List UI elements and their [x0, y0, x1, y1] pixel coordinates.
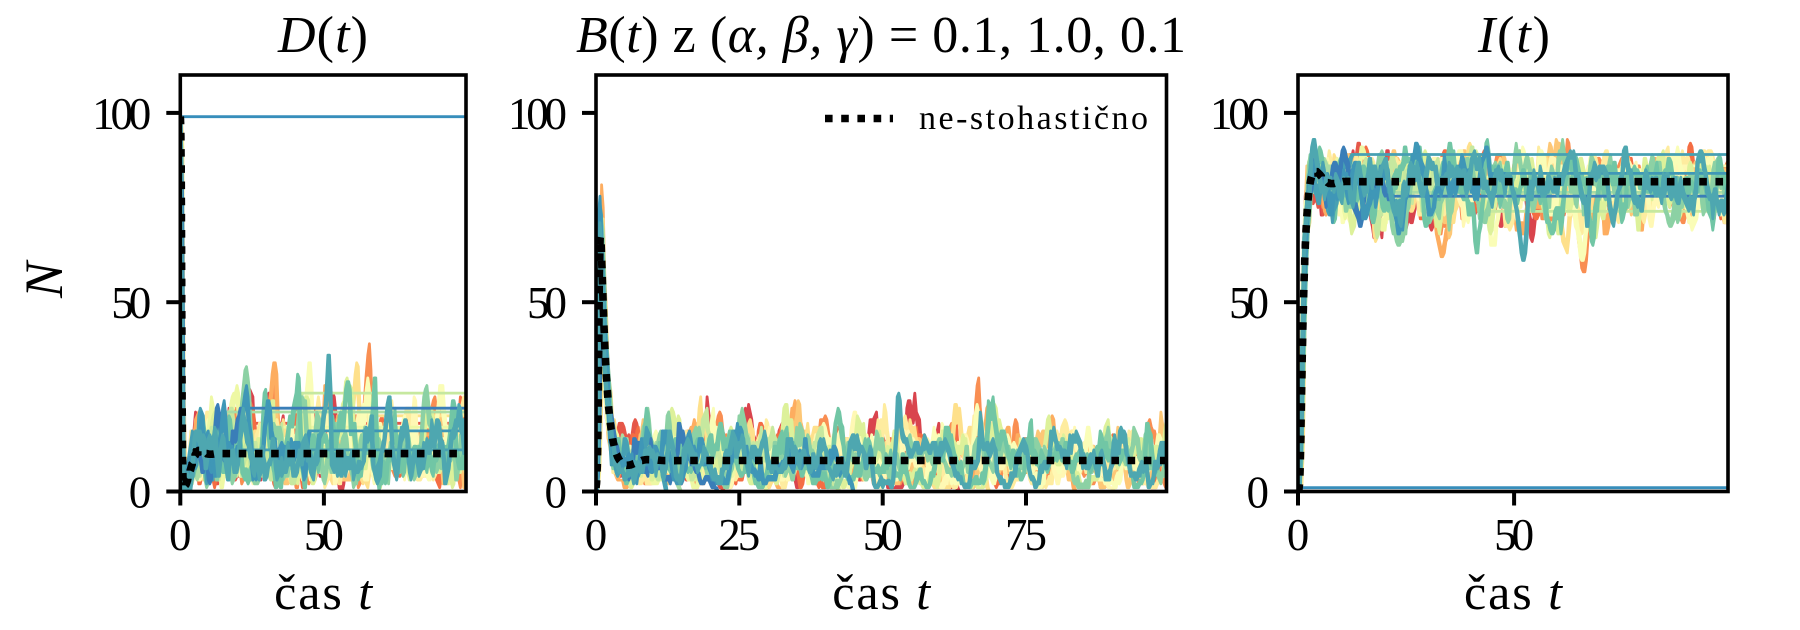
svg-text:50: 50: [1494, 510, 1534, 560]
svg-text:čas t: čas t: [832, 564, 931, 620]
svg-text:I(t): I(t): [1477, 7, 1550, 64]
svg-text:0: 0: [1247, 468, 1270, 518]
svg-text:D(t): D(t): [277, 7, 368, 64]
svg-text:0: 0: [585, 510, 608, 560]
svg-text:ne-stohastično: ne-stohastično: [919, 100, 1148, 137]
svg-text:0: 0: [169, 510, 192, 560]
svg-text:čas t: čas t: [1464, 564, 1563, 620]
svg-text:B(t) z (α, β, γ) = 0.1, 1.0, 0: B(t) z (α, β, γ) = 0.1, 1.0, 0.1: [576, 7, 1186, 64]
svg-text:100: 100: [1210, 89, 1269, 139]
svg-text:100: 100: [508, 89, 567, 139]
svg-text:0: 0: [1287, 510, 1310, 560]
svg-text:N: N: [14, 259, 74, 299]
svg-text:čas t: čas t: [274, 564, 373, 620]
svg-text:50: 50: [304, 510, 344, 560]
svg-text:75: 75: [1005, 510, 1047, 560]
svg-text:0: 0: [545, 468, 568, 518]
svg-text:25: 25: [718, 510, 760, 560]
svg-text:50: 50: [1229, 278, 1269, 328]
svg-text:50: 50: [527, 278, 567, 328]
svg-text:50: 50: [111, 278, 151, 328]
svg-text:50: 50: [863, 510, 903, 560]
svg-text:0: 0: [129, 468, 152, 518]
svg-text:100: 100: [92, 89, 151, 139]
